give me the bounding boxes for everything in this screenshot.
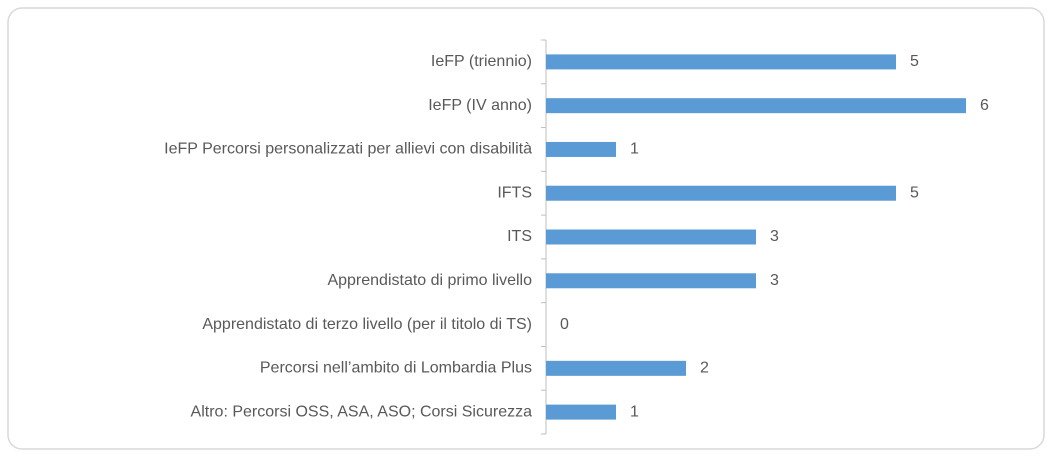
value-label: 3	[770, 272, 779, 289]
value-label: 6	[980, 97, 989, 114]
bar	[546, 141, 616, 157]
value-label: 2	[700, 360, 709, 377]
bar	[546, 229, 756, 245]
category-label: IFTS	[497, 184, 532, 201]
category-label: Altro: Percorsi OSS, ASA, ASO; Corsi Sic…	[191, 403, 533, 420]
category-label: Apprendistato di terzo livello (per il t…	[202, 316, 532, 333]
category-label: IeFP Percorsi personalizzati per allievi…	[164, 141, 532, 158]
category-label: ITS	[507, 228, 532, 245]
category-label: IeFP (triennio)	[431, 53, 532, 70]
value-label: 1	[630, 141, 639, 158]
value-label: 5	[910, 53, 919, 70]
category-label: Apprendistato di primo livello	[327, 272, 532, 289]
bar	[546, 185, 896, 201]
bar	[546, 360, 686, 376]
category-label: IeFP (IV anno)	[428, 97, 532, 114]
value-label: 3	[770, 228, 779, 245]
category-label: Percorsi nell’ambito di Lombardia Plus	[260, 360, 532, 377]
bar	[546, 404, 616, 420]
chart-frame	[7, 7, 1045, 450]
value-label: 5	[910, 184, 919, 201]
bar	[546, 98, 966, 114]
value-label: 0	[560, 316, 569, 333]
value-label: 1	[630, 403, 639, 420]
bar	[546, 54, 896, 70]
bar	[546, 273, 756, 289]
